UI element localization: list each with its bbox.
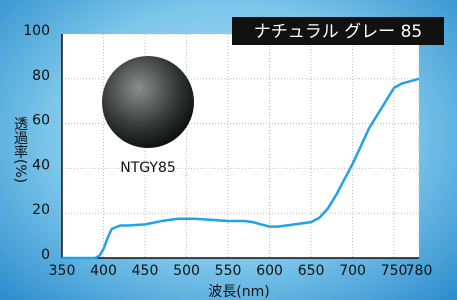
x-tick-label: 780	[406, 263, 433, 279]
y-tick-label: 40	[32, 157, 50, 173]
x-tick-label: 550	[215, 263, 242, 279]
y-axis-label: 透過率(%)	[12, 117, 28, 183]
x-tick-label: 700	[339, 263, 366, 279]
plot-area	[62, 34, 419, 258]
x-axis-label: 波長(nm)	[208, 284, 269, 300]
x-tick-label: 450	[132, 263, 159, 279]
x-tick-label: 500	[173, 263, 200, 279]
y-tick-label: 80	[32, 68, 50, 84]
x-tick-label: 400	[90, 263, 117, 279]
x-tick-label: 650	[298, 263, 325, 279]
chart: NTGY85 ナチュラル グレー 85 波長(nm) 透過率(%) 0 20 40 6…	[0, 0, 457, 300]
x-tick-label: 350	[49, 263, 76, 279]
x-tick-label: 600	[256, 263, 283, 279]
y-tick-label: 0	[41, 247, 50, 263]
lens-sphere	[102, 56, 194, 148]
y-tick-label: 20	[32, 202, 50, 218]
annotation: NTGY85	[120, 160, 176, 176]
chart-title: ナチュラル グレー 85	[254, 22, 422, 42]
screen: NTGY85 ナチュラル グレー 85 波長(nm) 透過率(%) 0 20 40 6…	[0, 0, 457, 300]
x-tick-label: 750	[381, 263, 408, 279]
y-tick-label: 60	[32, 113, 50, 129]
y-tick-label: 100	[23, 23, 50, 39]
